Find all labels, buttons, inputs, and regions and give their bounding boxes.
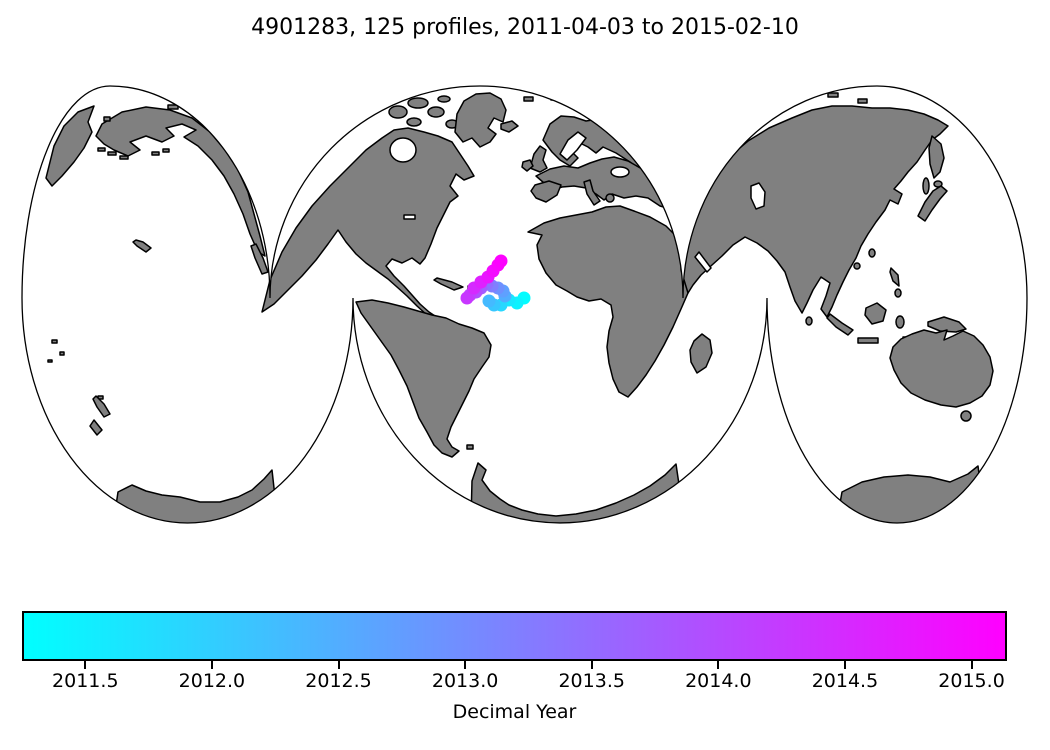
land-antarctica-east (829, 465, 991, 523)
colorbar-tick-label: 2012.5 (305, 670, 372, 692)
profile-point (494, 254, 508, 268)
land-antarctica-west (107, 469, 283, 523)
profile-scatter-points (460, 254, 531, 312)
land-philippines (889, 267, 900, 287)
black-sea (610, 166, 630, 178)
land-sri-lanka (805, 316, 813, 326)
colorbar-tick (970, 661, 973, 669)
colorbar (22, 611, 1007, 661)
hudson-bay (389, 137, 417, 163)
land-kamchatka (928, 135, 945, 179)
land-new-guinea (927, 316, 967, 333)
great-lakes (403, 214, 416, 220)
aleutian-islands (97, 147, 170, 160)
land-mindanao (894, 288, 902, 298)
land-layer (45, 91, 994, 523)
land-madagascar (689, 333, 713, 374)
colorbar-tick-label: 2011.5 (52, 670, 119, 692)
land-java (857, 337, 879, 344)
colorbar-tick-label: 2012.0 (178, 670, 246, 692)
colorbar-label: Decimal Year (452, 701, 577, 723)
land-great-britain (529, 145, 548, 173)
land-africa (527, 205, 693, 398)
land-sakhalin (922, 177, 930, 195)
land-sumatra (826, 313, 854, 336)
land-tasmania (960, 410, 972, 422)
land-north-america (261, 127, 475, 319)
land-antarctica-center (469, 462, 691, 523)
chart-title: 4901283, 125 profiles, 2011-04-03 to 201… (251, 15, 799, 40)
colorbar-tick (464, 661, 467, 669)
map-outline-stroke (21, 85, 1028, 524)
world-map (21, 85, 1028, 524)
colorbar-tick-label: 2013.5 (558, 670, 625, 692)
land-australia (889, 329, 994, 408)
land-sulawesi (895, 315, 905, 329)
land-japan (917, 185, 948, 222)
land-new-zealand-south (89, 419, 103, 436)
land-greenland (454, 92, 507, 148)
land-italy (583, 179, 601, 206)
colorbar-tick-label: 2013.0 (431, 670, 499, 692)
colorbar-tick (590, 661, 593, 669)
land-cuba (433, 277, 464, 291)
falkland-islands (466, 444, 474, 450)
land-greece (605, 193, 615, 203)
land-chukotka (45, 105, 95, 187)
land-new-zealand-north (92, 395, 111, 418)
land-iceland (500, 120, 519, 133)
canadian-arctic-islands (388, 95, 459, 129)
baltic-sea (559, 131, 587, 161)
colorbar-tick (337, 661, 340, 669)
land-taiwan (868, 248, 876, 258)
land-iberia (530, 180, 562, 203)
land-hawaii (132, 239, 152, 253)
land-borneo (864, 302, 887, 325)
land-baja (250, 243, 269, 275)
colorbar-tick-label: 2014.0 (685, 670, 752, 692)
colorbar-tick (210, 661, 213, 669)
colorbar-tick-label: 2015.0 (938, 670, 1005, 692)
colorbar-tick (84, 661, 87, 669)
red-sea (694, 251, 712, 273)
land-south-america (355, 299, 492, 458)
caspian-sea (750, 182, 766, 210)
land-hainan (853, 262, 861, 270)
profile-point (482, 294, 496, 308)
land-eurasia (680, 105, 949, 318)
profile-point (460, 291, 474, 305)
colorbar-tick (843, 661, 846, 669)
land-ireland (521, 159, 534, 172)
colorbar-tick-label: 2014.5 (811, 670, 879, 692)
colorbar-tick (717, 661, 720, 669)
